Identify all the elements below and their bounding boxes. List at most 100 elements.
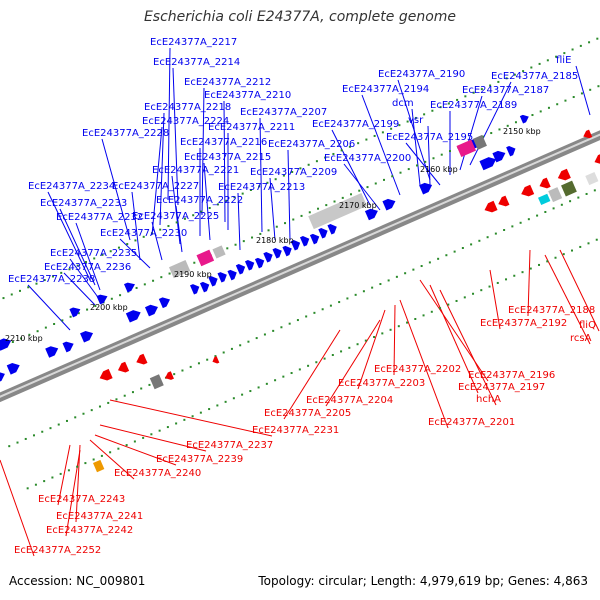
forward-gene-label[interactable]: EcE24377A_2232: [56, 212, 143, 223]
reverse-gene-label[interactable]: rcsA: [570, 333, 592, 344]
forward-gene-arrow[interactable]: [506, 145, 516, 157]
forward-gene-label[interactable]: EcE24377A_2200: [324, 153, 411, 164]
reverse-gene-arrow[interactable]: [212, 356, 220, 364]
forward-gene-label[interactable]: EcE24377A_2194: [342, 84, 429, 95]
forward-gene-label[interactable]: vsr: [408, 115, 424, 126]
reverse-gene-label[interactable]: EcE24377A_2237: [186, 440, 273, 451]
feature-block[interactable]: [585, 171, 599, 186]
forward-gene-arrow[interactable]: [189, 284, 200, 295]
forward-gene-arrow[interactable]: [158, 297, 171, 309]
reverse-gene-label[interactable]: EcE24377A_2239: [156, 454, 243, 465]
forward-gene-label[interactable]: EcE24377A_2212: [184, 77, 271, 88]
forward-gene-label[interactable]: EcE24377A_2224: [142, 116, 229, 127]
forward-gene-label[interactable]: EcE24377A_2213: [218, 182, 305, 193]
reverse-gene-label[interactable]: EcE24377A_2202: [374, 364, 461, 375]
forward-gene-label[interactable]: EcE24377A_2222: [156, 195, 243, 206]
forward-gene-arrow[interactable]: [0, 338, 12, 351]
reverse-gene-label[interactable]: EcE24377A_2231: [252, 425, 339, 436]
reverse-gene-label[interactable]: EcE24377A_2196: [468, 370, 555, 381]
forward-gene-arrow[interactable]: [96, 294, 108, 305]
forward-gene-arrow[interactable]: [492, 150, 506, 163]
reverse-gene-label[interactable]: EcE24377A_2205: [264, 408, 351, 419]
forward-gene-arrow[interactable]: [282, 245, 292, 257]
forward-gene-arrow[interactable]: [45, 346, 59, 358]
forward-gene-arrow[interactable]: [235, 264, 246, 275]
reverse-gene-label[interactable]: EcE24377A_2203: [338, 378, 425, 389]
forward-gene-arrow[interactable]: [144, 304, 158, 317]
forward-gene-label[interactable]: EcE24377A_2216: [180, 137, 267, 148]
forward-gene-arrow[interactable]: [80, 330, 94, 343]
forward-gene-arrow[interactable]: [254, 257, 265, 269]
feature-block[interactable]: [456, 139, 476, 158]
forward-gene-arrow[interactable]: [272, 248, 282, 259]
forward-gene-arrow[interactable]: [419, 182, 433, 195]
reverse-gene-arrow[interactable]: [583, 129, 593, 139]
forward-gene-arrow[interactable]: [263, 252, 273, 263]
feature-block[interactable]: [196, 249, 215, 267]
reverse-gene-label[interactable]: EcE24377A_2192: [480, 318, 567, 329]
forward-gene-label[interactable]: EcE24377A_2233: [40, 198, 127, 209]
forward-gene-arrow[interactable]: [290, 240, 301, 251]
feature-block[interactable]: [212, 245, 226, 259]
forward-gene-label[interactable]: EcE24377A_2215: [184, 152, 271, 163]
forward-gene-label[interactable]: fliE: [556, 55, 571, 66]
reverse-gene-label[interactable]: EcE24377A_2242: [46, 525, 133, 536]
forward-gene-arrow[interactable]: [227, 269, 237, 281]
forward-gene-arrow[interactable]: [125, 310, 141, 323]
forward-gene-arrow[interactable]: [318, 228, 328, 239]
forward-gene-arrow[interactable]: [124, 282, 135, 293]
forward-gene-arrow[interactable]: [519, 114, 529, 124]
reverse-gene-label[interactable]: EcE24377A_2201: [428, 417, 515, 428]
forward-gene-label[interactable]: EcE24377A_2207: [240, 107, 327, 118]
reverse-gene-label[interactable]: hchA: [476, 394, 501, 405]
reverse-gene-label[interactable]: EcE24377A_2204: [306, 395, 393, 406]
reverse-gene-arrow[interactable]: [594, 154, 600, 165]
reverse-gene-label[interactable]: EcE24377A_2252: [14, 545, 101, 556]
reverse-gene-label[interactable]: EcE24377A_2197: [458, 382, 545, 393]
feature-block[interactable]: [149, 374, 164, 390]
feature-block[interactable]: [561, 180, 577, 197]
forward-gene-label[interactable]: EcE24377A_2214: [153, 57, 240, 68]
reverse-gene-arrow[interactable]: [484, 200, 498, 213]
feature-block[interactable]: [473, 134, 487, 150]
forward-gene-arrow[interactable]: [0, 372, 5, 383]
forward-gene-label[interactable]: EcE24377A_2195: [386, 132, 473, 143]
reverse-gene-label[interactable]: EcE24377A_2188: [508, 305, 595, 316]
forward-gene-label[interactable]: EcE24377A_2206: [268, 139, 355, 150]
reverse-gene-arrow[interactable]: [498, 195, 510, 207]
forward-gene-label[interactable]: EcE24377A_2187: [462, 85, 549, 96]
forward-gene-label[interactable]: EcE24377A_2189: [430, 100, 517, 111]
forward-gene-arrow[interactable]: [62, 341, 74, 353]
feature-block[interactable]: [538, 193, 551, 206]
forward-gene-label[interactable]: EcE24377A_2236: [44, 262, 131, 273]
feature-block[interactable]: [308, 193, 367, 230]
reverse-gene-label[interactable]: EcE24377A_2243: [38, 494, 125, 505]
forward-gene-arrow[interactable]: [69, 307, 81, 318]
forward-gene-label[interactable]: EcE24377A_2235: [50, 248, 137, 259]
forward-gene-arrow[interactable]: [327, 224, 337, 235]
forward-gene-label[interactable]: EcE24377A_2211: [208, 122, 295, 133]
forward-gene-label[interactable]: EcE24377A_2238: [8, 274, 95, 285]
forward-gene-arrow[interactable]: [382, 198, 396, 211]
forward-gene-arrow[interactable]: [208, 276, 218, 287]
reverse-gene-arrow[interactable]: [557, 168, 571, 181]
forward-gene-arrow[interactable]: [479, 157, 497, 171]
forward-gene-label[interactable]: EcE24377A_2217: [150, 37, 237, 48]
forward-gene-label[interactable]: EcE24377A_2209: [250, 167, 337, 178]
forward-gene-label[interactable]: EcE24377A_2225: [132, 211, 219, 222]
forward-gene-arrow[interactable]: [364, 208, 378, 221]
reverse-gene-label[interactable]: fliQ: [579, 320, 596, 331]
forward-gene-label[interactable]: EcE24377A_2199: [312, 119, 399, 130]
forward-gene-label[interactable]: EcE24377A_2221: [152, 165, 239, 176]
forward-gene-arrow[interactable]: [6, 363, 20, 375]
reverse-gene-label[interactable]: EcE24377A_2241: [56, 511, 143, 522]
reverse-gene-arrow[interactable]: [136, 353, 148, 365]
forward-gene-arrow[interactable]: [199, 281, 210, 293]
reverse-gene-arrow[interactable]: [539, 177, 551, 189]
forward-gene-label[interactable]: EcE24377A_2218: [144, 102, 231, 113]
forward-gene-arrow[interactable]: [244, 260, 255, 271]
forward-gene-label[interactable]: EcE24377A_2227: [112, 181, 199, 192]
feature-block[interactable]: [93, 459, 105, 473]
forward-gene-label[interactable]: EcE24377A_2234: [28, 181, 115, 192]
forward-gene-arrow[interactable]: [217, 272, 227, 283]
